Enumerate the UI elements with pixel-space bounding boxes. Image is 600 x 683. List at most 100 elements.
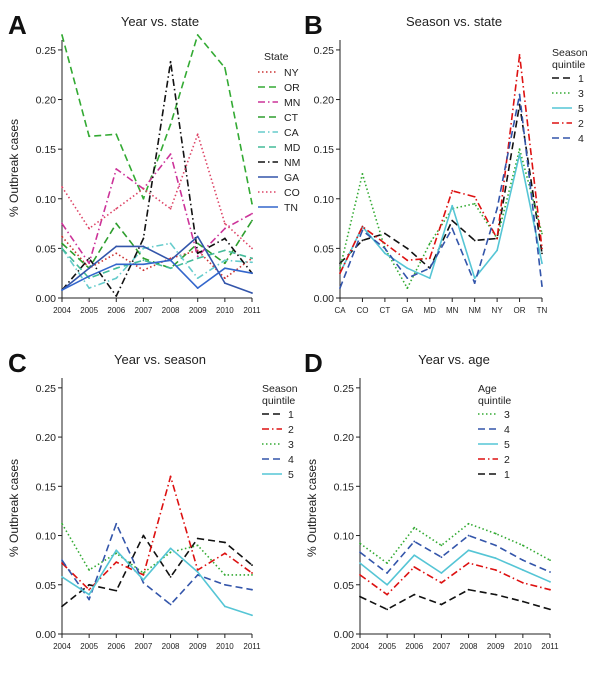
x-tick-label: 2007 (135, 642, 153, 651)
data-point (549, 559, 551, 562)
legend-label-4: 4 (288, 454, 294, 466)
data-point (115, 222, 118, 225)
data-point (223, 227, 226, 230)
data-point (473, 202, 476, 205)
data-point (451, 219, 454, 222)
series-line-3 (339, 148, 543, 289)
data-point (383, 232, 386, 235)
panel-title: Season vs. state (406, 14, 502, 29)
data-point (142, 247, 145, 250)
legend-label-GA: GA (284, 172, 299, 184)
panel-label: B (304, 10, 323, 40)
legend: Age quintile 3 4 5 2 1 (478, 383, 511, 481)
data-point (196, 277, 199, 280)
data-point (251, 247, 253, 250)
y-tick-label: 0.00 (36, 629, 57, 641)
y-tick-label: 0.05 (36, 243, 57, 255)
data-point (251, 292, 253, 294)
data-point (521, 581, 524, 584)
data-point (223, 66, 226, 69)
data-point (541, 285, 543, 287)
data-point (518, 153, 521, 156)
data-point (142, 237, 145, 240)
x-tick-label: CA (334, 306, 346, 315)
data-point (386, 593, 389, 596)
data-point (451, 189, 454, 192)
data-point (61, 185, 63, 188)
data-point (518, 148, 521, 151)
data-point (383, 247, 386, 250)
x-tick-label: MN (446, 306, 459, 315)
legend-title: Age quintile (478, 383, 511, 407)
data-point (88, 588, 91, 591)
data-point (386, 608, 389, 611)
series-line-5 (61, 547, 253, 617)
data-point (115, 133, 118, 136)
data-point (115, 168, 118, 170)
panel-d: D Year vs. age % Outbreak cases 0.00 0.05… (304, 348, 559, 651)
legend-label-OR: OR (284, 82, 300, 94)
data-point (115, 549, 118, 552)
data-point (406, 247, 409, 250)
data-point (61, 34, 63, 36)
data-point (413, 526, 416, 529)
data-point (473, 277, 476, 280)
data-point (115, 252, 118, 255)
data-point (61, 522, 63, 525)
x-tick-label: 2007 (135, 306, 153, 315)
data-point (61, 575, 63, 578)
data-point (196, 569, 199, 571)
series-line-3 (61, 523, 252, 576)
y-tick-label: 0.15 (334, 481, 355, 493)
data-point (88, 598, 91, 601)
legend-label-NY: NY (284, 67, 299, 79)
legend-label-MD: MD (284, 142, 301, 154)
data-point (521, 569, 524, 571)
data-point (142, 269, 145, 272)
data-point (467, 562, 470, 565)
data-point (196, 34, 199, 36)
x-tick-label: 2010 (216, 306, 234, 315)
legend-label-CT: CT (284, 112, 299, 124)
series-line-2 (339, 54, 543, 274)
data-point (251, 202, 253, 205)
data-point (88, 287, 91, 289)
data-point (496, 237, 499, 240)
data-point (496, 207, 499, 210)
x-tick-label: TN (537, 306, 548, 315)
panel-b: B Season vs. state 0.00 0.05 0.10 0.15 0.20 0… (304, 10, 588, 315)
data-point (413, 566, 416, 568)
data-point (223, 282, 226, 285)
x-tick-label: 2009 (189, 306, 207, 315)
legend: State NY OR MN CT CA MD NM GA CO TN (258, 51, 301, 214)
data-point (339, 272, 341, 275)
data-point (359, 574, 361, 576)
data-point (88, 277, 91, 280)
series-line-MD (61, 247, 253, 280)
legend-label-5: 5 (288, 469, 294, 481)
series-line-4 (359, 534, 551, 574)
y-tick-label: 0.00 (334, 629, 355, 641)
data-point (541, 262, 543, 265)
data-point (196, 257, 199, 260)
data-point (169, 207, 172, 210)
x-tick-label: 2005 (80, 306, 98, 315)
data-point (521, 559, 524, 562)
x-tick-label: 2008 (162, 642, 180, 651)
legend-label-2: 2 (578, 118, 584, 130)
series-line-MN (61, 153, 253, 265)
y-tick-label: 0.00 (314, 293, 335, 305)
series-line-OR (61, 34, 253, 204)
data-point (115, 522, 118, 525)
data-point (473, 282, 476, 285)
y-tick-label: 0.10 (334, 531, 355, 543)
data-point (251, 212, 253, 215)
series-line-3 (359, 522, 551, 564)
y-tick-label: 0.10 (314, 194, 335, 206)
series-line-1 (61, 534, 253, 608)
data-point (359, 595, 361, 598)
legend-label-1: 1 (504, 469, 510, 481)
data-point (88, 262, 91, 265)
data-point (61, 562, 63, 565)
y-tick-label: 0.15 (36, 144, 57, 156)
